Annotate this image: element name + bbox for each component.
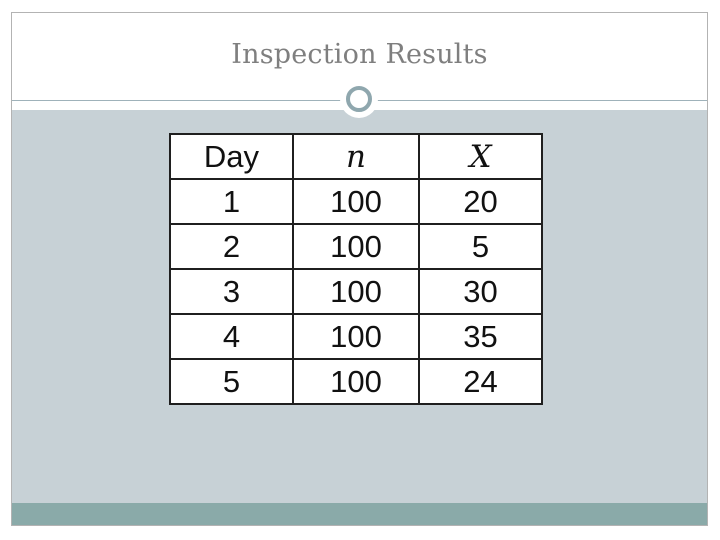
cell-day: 2 [169, 223, 294, 270]
cell-day: 3 [169, 268, 294, 315]
circle-ornament-icon [341, 81, 377, 117]
header-n-label: n [346, 138, 366, 175]
cell-x: 5 [418, 223, 543, 270]
cell-n: 100 [292, 358, 420, 405]
footer-band [12, 503, 707, 525]
cell-n: 100 [292, 178, 420, 225]
header-x-label: X [469, 138, 492, 175]
table-header-row: Day n X [169, 133, 543, 180]
table-row: 3 100 30 [169, 268, 543, 315]
inspection-table-container: Day n X 1 100 20 2 100 5 3 100 30 4 [169, 133, 543, 405]
header-x: X [418, 133, 543, 180]
cell-n: 100 [292, 268, 420, 315]
slide: Inspection Results [11, 12, 708, 526]
cell-x: 30 [418, 268, 543, 315]
cell-day: 1 [169, 178, 294, 225]
header-n: n [292, 133, 420, 180]
cell-day: 5 [169, 358, 294, 405]
table-row: 2 100 5 [169, 223, 543, 270]
cell-x: 35 [418, 313, 543, 360]
inspection-table: Day n X 1 100 20 2 100 5 3 100 30 4 [169, 133, 543, 405]
table-row: 4 100 35 [169, 313, 543, 360]
header-day: Day [169, 133, 294, 180]
table-row: 5 100 24 [169, 358, 543, 405]
table-row: 1 100 20 [169, 178, 543, 225]
cell-n: 100 [292, 223, 420, 270]
slide-title: Inspection Results [231, 39, 488, 70]
ring-icon [346, 86, 372, 112]
cell-x: 24 [418, 358, 543, 405]
cell-x: 20 [418, 178, 543, 225]
cell-day: 4 [169, 313, 294, 360]
cell-n: 100 [292, 313, 420, 360]
